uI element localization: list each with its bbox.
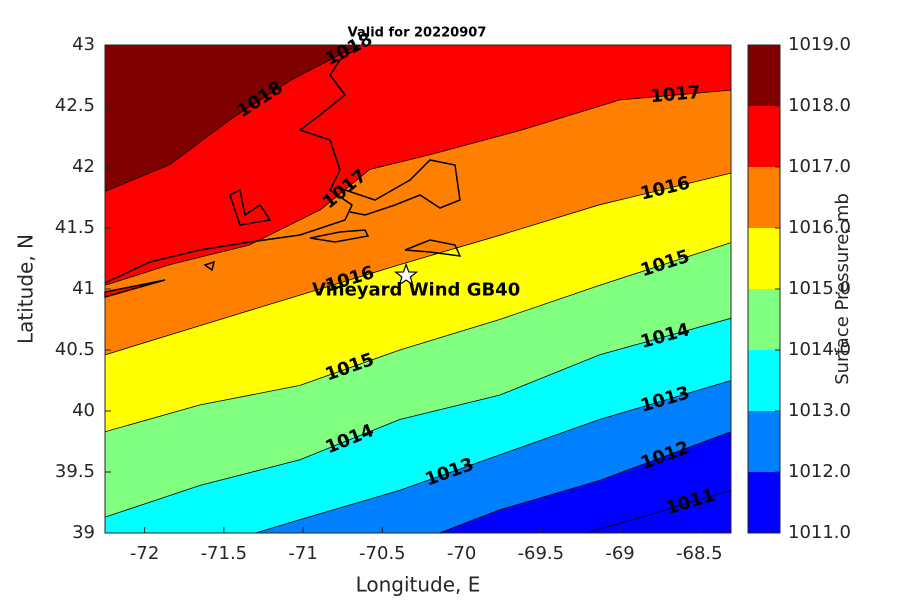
colorbar-tick-label: 1016.0 [788,217,851,238]
colorbar-band [748,350,780,411]
contour-line [585,489,731,533]
contour-line [439,431,731,533]
y-tick-label: 39 [72,522,95,543]
colorbar-tick-label: 1018.0 [788,95,851,116]
chart-title: Valid for 20220907 [348,26,487,41]
x-tick-label: -70.5 [359,543,406,564]
annotation: Vineyard Wind GB40 [312,280,520,301]
fills [105,45,731,533]
contour-line [105,242,731,433]
colorbar-band [748,289,780,350]
colorbar: 1011.0 1012.0 1013.0 1014.0 1015.0 1016.0 1017… [747,34,851,543]
colorbar-tick-label: 1011.0 [788,522,851,543]
contour-fill [105,45,731,286]
colorbar-tick-label: 1014.0 [788,339,851,360]
colorbar-tick-label: 1017.0 [788,156,851,177]
y-tick-label: 40.5 [55,339,95,360]
x-axis-label: Longitude, E [356,573,481,597]
colorbar-band [748,228,780,289]
x-tick-label: -69.5 [518,543,565,564]
colorbar-tick-label: 1015.0 [788,278,851,299]
contour-label: 1017 [650,82,702,107]
colorbar-band [748,167,780,228]
colorbar-band [748,106,780,167]
y-tick-label: 41 [72,278,95,299]
contour-line [105,317,731,518]
contour-line [105,89,731,286]
coastline [104,44,462,298]
x-tick-label: -71 [288,543,317,564]
colorbar-band [748,45,780,106]
x-tick-label: -68.5 [676,543,723,564]
colorbar-tick-label: 1013.0 [788,400,851,421]
y-tick-label: 42.5 [55,95,95,116]
contour-line [255,380,731,533]
y-tick-label: 39.5 [55,461,95,482]
x-tick-label: -71.5 [201,543,248,564]
colorbar-band [748,472,780,533]
y-tick-label: 42 [72,156,95,177]
x-tick-label: -69 [605,543,634,564]
x-tick-label: -72 [130,543,159,564]
colorbar-tick-label: 1019.0 [788,34,851,55]
plot-area [105,45,731,533]
colorbar-label: Surface Pressure, mb [832,193,853,385]
y-tick-label: 41.5 [55,217,95,238]
y-tick-label: 40 [72,400,95,421]
y-tick-label: 43 [72,34,95,55]
y-axis-label: Latitude, N [14,234,38,344]
x-tick-label: -70 [447,543,476,564]
colorbar-band [748,411,780,472]
site-marker [393,262,419,286]
contour-line [105,45,359,192]
contour-line [105,172,731,356]
colorbar-tick-label: 1012.0 [788,461,851,482]
